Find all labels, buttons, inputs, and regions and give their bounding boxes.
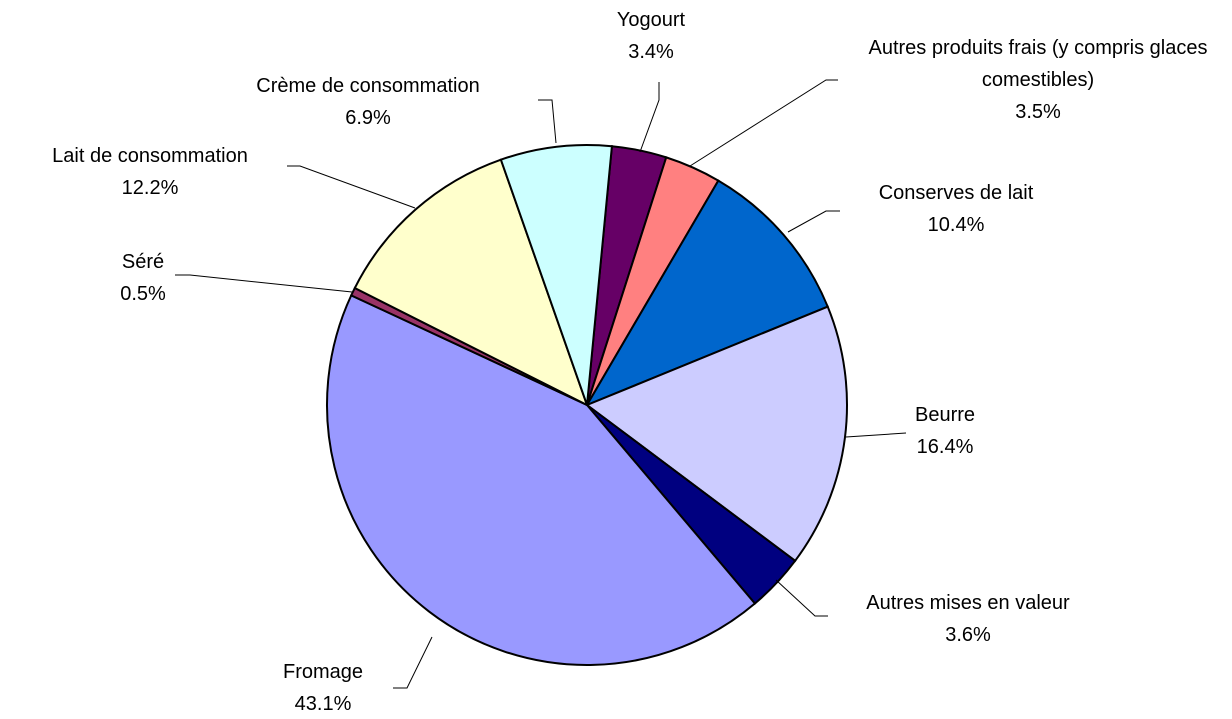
leader-line (639, 82, 660, 153)
leader-line (845, 432, 907, 438)
slice-label: Lait de consommation (52, 145, 248, 167)
slice-value-label: 10.4% (927, 214, 985, 236)
slice-value-label: 12.2% (121, 177, 179, 199)
slice-label: Séré (121, 251, 165, 273)
pie-slice (584, 179, 829, 408)
slice-label: Beurre (914, 404, 976, 426)
slice-label: Fromage (282, 661, 364, 683)
slice-value-label: 43.1% (294, 693, 352, 715)
slice-label: Conserves de lait (878, 182, 1034, 204)
leader-line (175, 274, 353, 293)
slice-value-label: 3.5% (1015, 101, 1061, 123)
slice-value-label: 3.4% (628, 41, 674, 63)
leader-line (775, 579, 828, 617)
slice-value-label: 0.5% (120, 283, 166, 305)
leader-line (538, 99, 557, 144)
slice-label: Autres produits frais (y compris glaces … (868, 37, 1208, 91)
slice-value-label: 3.6% (945, 624, 991, 646)
pie-slice (326, 294, 757, 666)
slice-label: Autres mises en valeur (866, 592, 1070, 614)
slice-label: Yogourt (616, 9, 686, 31)
slice-value-label: 6.9% (345, 107, 391, 129)
leader-line (393, 636, 433, 689)
leader-line (787, 210, 840, 233)
leader-line (287, 165, 416, 209)
pie-slice (353, 158, 589, 408)
slice-label: Crème de consommation (256, 75, 480, 97)
slice-value-label: 16.4% (916, 436, 974, 458)
pie-slice (584, 305, 848, 563)
pie-slice (499, 144, 614, 406)
leader-line (689, 79, 838, 167)
